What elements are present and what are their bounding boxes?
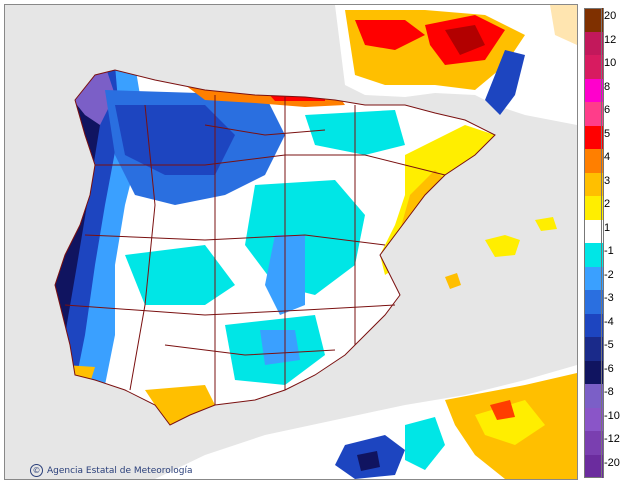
legend-swatch: [584, 8, 604, 32]
legend-swatch: [584, 149, 604, 173]
legend-swatch: [584, 102, 604, 126]
legend-swatch: [584, 196, 604, 220]
legend-swatch: [584, 431, 604, 455]
aemet-credit: © Agencia Estatal de Meteorología: [30, 464, 193, 477]
legend-label: -5: [604, 339, 614, 351]
legend-label: -10: [604, 409, 620, 422]
legend-label: -3: [604, 292, 614, 304]
legend-label: 10: [604, 57, 617, 69]
legend-swatch: [584, 313, 604, 337]
color-legend: 20 12 10 8 6 5 4 3 2 1 -1 -2 -3 -4 -5 -6 -8 -10 -12 -20: [582, 8, 628, 480]
legend-label: 12: [604, 33, 617, 46]
north-africa-region: [155, 365, 577, 479]
legend-label: -8: [604, 386, 614, 398]
legend-label: -20: [604, 456, 620, 469]
legend-label: 3: [604, 174, 611, 187]
legend-label: -2: [604, 268, 614, 281]
iberia-map-canvas: [54, 5, 577, 479]
legend-swatch: [584, 266, 604, 290]
legend-label: 8: [604, 80, 611, 93]
legend-swatch: [584, 172, 604, 196]
legend-label: 1: [604, 221, 611, 234]
legend-label: -4: [604, 315, 614, 328]
legend-label: -12: [604, 433, 620, 445]
legend-swatch: [584, 454, 604, 478]
temperature-anomaly-map: [4, 4, 578, 480]
legend-swatch: [584, 31, 604, 55]
credit-text: Agencia Estatal de Meteorología: [47, 465, 193, 476]
legend-swatch: [584, 219, 604, 243]
copyright-icon: ©: [30, 464, 43, 477]
legend-swatch: [584, 360, 604, 384]
legend-label: 5: [604, 127, 611, 140]
legend-swatch: [584, 243, 604, 267]
legend-label: 4: [604, 151, 611, 163]
balearic-islands: [485, 235, 520, 257]
legend-label: 6: [604, 104, 611, 116]
legend-swatch: [584, 290, 604, 314]
legend-swatch: [584, 337, 604, 361]
legend-swatch: [584, 384, 604, 408]
legend-swatch: [584, 407, 604, 431]
legend-label: -6: [604, 362, 614, 375]
legend-swatch: [584, 55, 604, 79]
province-borders: [54, 69, 496, 426]
legend-label: 2: [604, 198, 611, 210]
legend-label: -1: [604, 245, 614, 257]
legend-swatch: [584, 78, 604, 102]
legend-label: 20: [604, 10, 617, 22]
legend-swatch: [584, 125, 604, 149]
